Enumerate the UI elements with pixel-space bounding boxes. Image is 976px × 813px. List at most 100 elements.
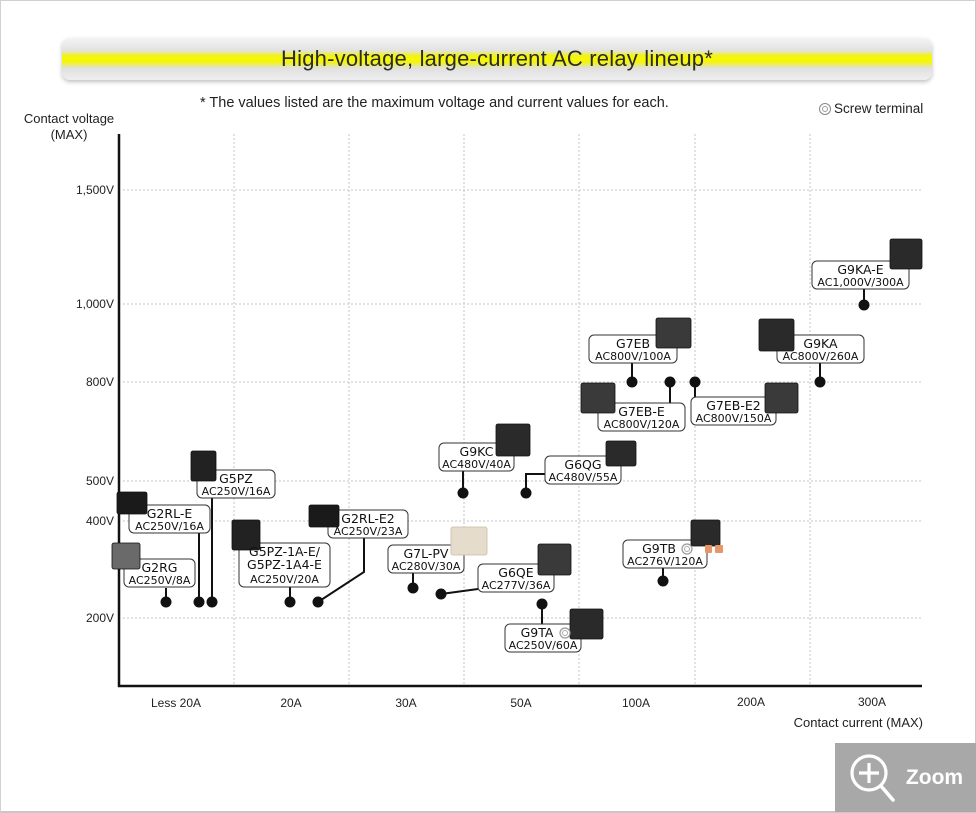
label-box bbox=[123, 558, 196, 588]
x-tick-label: 200A bbox=[737, 695, 765, 709]
data-point bbox=[657, 575, 669, 587]
relay-rating: AC250V/16A bbox=[135, 520, 204, 533]
data-point bbox=[814, 376, 826, 388]
y-tick-label: 1,000V bbox=[76, 297, 114, 311]
relay-model: G5PZ-1A4-E bbox=[247, 557, 322, 572]
relay-rating: AC250V/16A bbox=[202, 485, 271, 498]
relay-model: G9KC bbox=[460, 444, 494, 459]
data-point bbox=[206, 596, 218, 608]
data-point bbox=[435, 588, 447, 600]
relay-marker bbox=[758, 318, 865, 388]
relay-rating: AC277V/36A bbox=[482, 579, 551, 592]
relay-image bbox=[116, 491, 148, 515]
label-box bbox=[597, 402, 686, 432]
x-tick-label: Less 20A bbox=[151, 696, 201, 710]
relay-rating: AC480V/40A bbox=[442, 458, 511, 471]
zoom-in-icon bbox=[850, 753, 895, 802]
data-point bbox=[284, 596, 296, 608]
data-point bbox=[520, 487, 532, 499]
relay-rating: AC276V/120A bbox=[627, 555, 703, 568]
label-box bbox=[128, 504, 211, 534]
relay-marker bbox=[387, 526, 488, 594]
relay-image bbox=[580, 382, 616, 414]
relay-model: G2RL-E2 bbox=[341, 511, 394, 526]
label-box bbox=[477, 563, 555, 593]
y-axis-title-line1: Contact voltage bbox=[23, 111, 115, 126]
y-tick-label: 1,500V bbox=[76, 183, 114, 197]
relay-rating: AC250V/8A bbox=[129, 574, 191, 587]
relay-marker bbox=[231, 519, 331, 608]
label-box bbox=[238, 542, 331, 588]
relay-rating: AC800V/120A bbox=[604, 418, 680, 431]
relay-model: G7EB-E2 bbox=[706, 398, 760, 413]
relay-model: G5PZ-1A-E/ bbox=[249, 544, 321, 559]
data-point bbox=[626, 376, 638, 388]
relay-rating: AC800V/260A bbox=[783, 350, 859, 363]
relay-rating: AC280V/30A bbox=[392, 560, 461, 573]
relay-model: G5PZ bbox=[219, 471, 253, 486]
data-point bbox=[689, 376, 701, 388]
zoom-button[interactable]: Zoom bbox=[835, 743, 976, 812]
relay-image bbox=[495, 423, 531, 457]
data-point bbox=[858, 299, 870, 311]
relay-model: G9TA bbox=[521, 625, 554, 640]
relay-image bbox=[190, 450, 217, 482]
relay-model: G7EB-E bbox=[618, 404, 665, 419]
screw-terminal-icon-inner bbox=[684, 546, 690, 552]
relay-model: G9KA-E bbox=[837, 262, 883, 277]
x-tick-label: 30A bbox=[395, 696, 416, 710]
relay-rating: AC800V/100A bbox=[595, 350, 671, 363]
values-footnote: * The values listed are the maximum volt… bbox=[200, 95, 669, 111]
relay-model: G6QG bbox=[564, 457, 601, 472]
relay-rating: AC480V/55A bbox=[549, 471, 618, 484]
screw-terminal-icon bbox=[819, 102, 831, 115]
relay-image bbox=[569, 608, 604, 640]
relay-marker bbox=[689, 376, 799, 426]
relay-marker bbox=[308, 504, 409, 608]
terminal-tab bbox=[715, 545, 723, 553]
relay-image bbox=[231, 519, 261, 551]
label-box bbox=[438, 442, 515, 472]
relay-marker bbox=[580, 376, 686, 432]
relay-marker bbox=[438, 423, 531, 499]
screw-terminal-icon bbox=[681, 543, 693, 555]
label-box bbox=[196, 469, 276, 499]
data-point bbox=[407, 582, 419, 594]
relay-image bbox=[655, 317, 692, 349]
relay-rating: AC250V/60A bbox=[509, 639, 578, 652]
label-box bbox=[588, 334, 678, 364]
label-box bbox=[811, 260, 910, 290]
relay-marker bbox=[111, 542, 196, 608]
relay-marker bbox=[588, 317, 692, 388]
relay-model: G7EB bbox=[616, 336, 650, 351]
relay-marker bbox=[116, 491, 211, 608]
zoom-label: Zoom bbox=[905, 765, 964, 789]
relay-model: G2RG bbox=[141, 560, 177, 575]
relay-marker bbox=[190, 450, 276, 608]
data-point bbox=[312, 596, 324, 608]
relay-rating: AC800V/150A bbox=[696, 412, 772, 425]
relay-rating: AC1,000V/300A bbox=[817, 276, 904, 289]
data-point bbox=[193, 596, 205, 608]
relay-model: G9KA bbox=[803, 336, 838, 351]
y-tick-label: 800V bbox=[86, 375, 114, 389]
x-tick-label: 50A bbox=[510, 696, 531, 710]
connector-line bbox=[440, 588, 479, 595]
relay-image bbox=[690, 519, 721, 547]
y-axis-title: Contact voltage (MAX) bbox=[14, 111, 124, 143]
data-point bbox=[664, 376, 676, 388]
y-tick-label: 200V bbox=[86, 611, 114, 625]
relay-image bbox=[450, 526, 488, 556]
data-point bbox=[160, 596, 172, 608]
data-point bbox=[536, 598, 548, 610]
relay-rating: AC250V/20A bbox=[250, 573, 319, 586]
y-tick-label: 400V bbox=[86, 514, 114, 528]
relay-model: G7L-PV bbox=[404, 546, 449, 561]
relay-marker bbox=[520, 440, 637, 499]
relay-image bbox=[758, 318, 795, 352]
y-axis-title-line2: (MAX) bbox=[50, 127, 88, 142]
data-point bbox=[457, 487, 469, 499]
x-axis-title: Contact current (MAX) bbox=[793, 715, 923, 730]
screw-terminal-icon-inner bbox=[562, 630, 568, 636]
relay-image bbox=[605, 440, 637, 467]
